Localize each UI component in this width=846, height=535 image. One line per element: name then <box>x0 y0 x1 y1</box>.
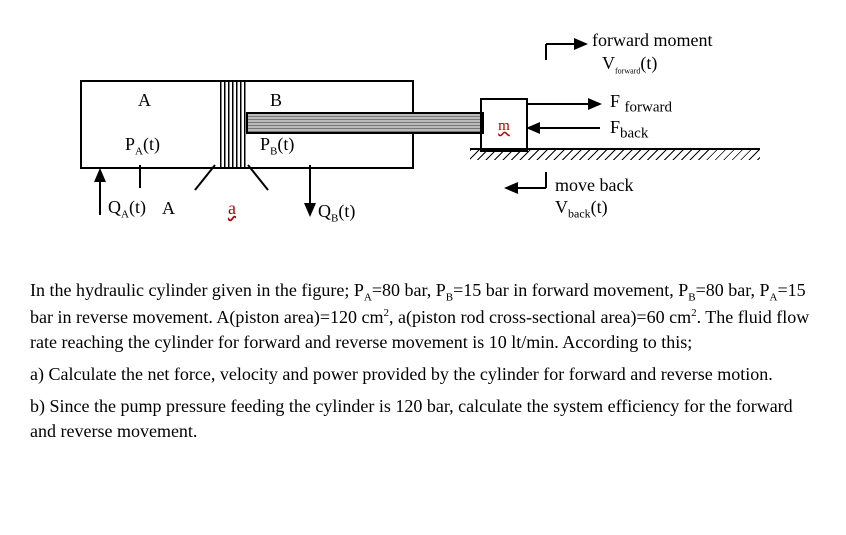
v-forward-label: Vforward(t) <box>602 54 657 76</box>
intro-seg1: In the hydraulic cylinder given in the f… <box>30 280 364 300</box>
intro-subB2: B <box>688 292 695 304</box>
v-back-label: Vback(t) <box>555 198 608 220</box>
v-back-sub: back <box>568 207 591 221</box>
area-a-label: A <box>162 198 175 219</box>
v-back-arg: (t) <box>591 197 608 217</box>
problem-intro: In the hydraulic cylinder given in the f… <box>30 278 816 354</box>
v-back-V: V <box>555 197 568 217</box>
intro-seg4: =80 bar, P <box>696 280 770 300</box>
f-forward-label: F forward <box>610 92 672 116</box>
qa-Q: Q <box>108 197 121 217</box>
f-back-F: F <box>610 117 620 137</box>
diagram-arrows <box>30 20 790 260</box>
question-a: a) Calculate the net force, velocity and… <box>30 362 816 386</box>
f-back-sub: back <box>620 126 648 142</box>
f-back-label: Fback <box>610 118 648 142</box>
v-fwd-sub: forward <box>615 67 640 76</box>
f-fwd-F: F <box>610 91 620 111</box>
intro-seg3: =15 bar in forward movement, P <box>453 280 688 300</box>
move-back-label: move back <box>555 175 633 196</box>
f-fwd-text: forward <box>625 100 672 116</box>
qb-Q: Q <box>318 201 331 221</box>
intro-seg6: , a(piston rod cross-sectional area)=60 … <box>389 307 691 327</box>
forward-moment-label: forward moment <box>592 30 712 51</box>
qa-arg: (t) <box>129 197 146 217</box>
v-fwd-V: V <box>602 53 615 73</box>
question-b: b) Since the pump pressure feeding the c… <box>30 394 816 443</box>
hydraulic-cylinder-diagram: A B PA(t) PB(t) m <box>30 20 790 260</box>
qa-sub: A <box>121 209 129 221</box>
rod-area-a-label: a <box>228 198 236 219</box>
qa-label: QA(t) <box>108 198 146 221</box>
qb-arg: (t) <box>338 201 355 221</box>
intro-subA: A <box>364 292 372 304</box>
qb-label: QB(t) <box>318 202 355 225</box>
intro-seg2: =80 bar, P <box>372 280 446 300</box>
v-fwd-arg: (t) <box>640 53 657 73</box>
